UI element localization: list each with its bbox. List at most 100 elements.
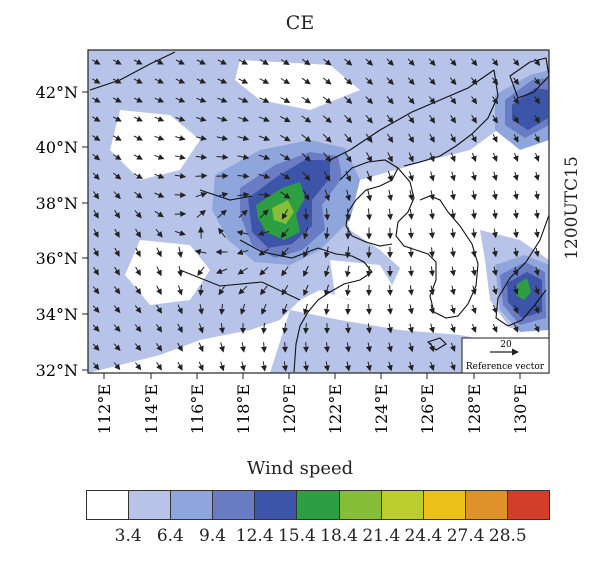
wind-arrow [407, 58, 415, 66]
coastline-bohai [339, 159, 399, 247]
wind-arrow [135, 266, 141, 276]
wind-arrow [258, 135, 271, 141]
wind-arrow [177, 361, 183, 371]
wind-arrow [301, 134, 312, 143]
wind-arrow [428, 361, 435, 372]
wind-arrow [408, 228, 414, 239]
wind-arrow [215, 268, 228, 274]
wind-arrow [133, 191, 143, 199]
wind-arrow [512, 228, 519, 239]
wind-arrow [259, 285, 268, 296]
wind-region-calm [110, 110, 200, 180]
wind-arrow [303, 303, 309, 316]
wind-arrow [512, 285, 519, 295]
wind-arrow [303, 208, 310, 221]
wind-arrow [133, 97, 143, 103]
wind-arrow [470, 228, 477, 239]
wind-arrow [387, 152, 393, 163]
wind-arrow [470, 304, 477, 315]
wind-arrow [386, 58, 394, 66]
wind-arrow [154, 59, 164, 65]
wind-arrow [196, 209, 206, 218]
wind-arrow [513, 115, 519, 124]
wind-arrow [323, 265, 330, 278]
wind-arrow [177, 246, 183, 258]
wind-arrow [240, 303, 246, 315]
wind-arrow [407, 285, 414, 296]
wind-arrow [491, 171, 498, 182]
wind-arrow [366, 152, 372, 163]
wind-arrow [194, 248, 207, 255]
wind-arrow [92, 59, 101, 65]
wind-arrow [428, 77, 436, 86]
wind-arrow [428, 96, 436, 105]
wind-arrow [174, 154, 186, 160]
wind-arrow [238, 97, 249, 103]
wind-arrow [324, 208, 331, 221]
wind-arrow [219, 303, 225, 315]
wind-arrow [512, 266, 519, 277]
longitude-ticks [103, 373, 521, 379]
wind-arrow [512, 133, 519, 143]
wind-arrow [303, 246, 309, 258]
wind-arrow [113, 286, 121, 295]
wind-arrow [259, 59, 269, 65]
chart-title: CE [285, 12, 315, 34]
wind-arrow [302, 342, 309, 353]
wind-arrow [93, 228, 99, 238]
wind-arrow [470, 266, 477, 277]
wind-arrow [366, 304, 372, 315]
wind-arrow [449, 361, 456, 371]
wind-arrow [345, 170, 351, 182]
colorbar-tick-label: 28.5 [488, 526, 527, 546]
wind-arrow [512, 304, 519, 314]
wind-arrow [534, 77, 541, 86]
wind-arrow [322, 115, 332, 124]
wind-arrow [513, 96, 519, 105]
wind-arrow [365, 265, 372, 278]
wind-arrow [512, 323, 519, 333]
wind-arrow [324, 303, 330, 316]
wind-arrow [154, 173, 165, 179]
lat-label-40n: 40°N [36, 138, 78, 157]
wind-arrow [93, 247, 99, 257]
wind-arrow [449, 323, 456, 334]
wind-arrow [449, 247, 456, 258]
wind-arrow [344, 152, 352, 163]
wind-arrow [258, 173, 271, 180]
wind-arrow [449, 342, 456, 352]
lon-label-126e: 126°E [418, 384, 437, 434]
wind-arrow [134, 324, 142, 333]
wind-arrow [512, 247, 519, 258]
wind-arrow [429, 190, 435, 201]
wind-arrow [93, 267, 99, 276]
wind-arrow [198, 342, 204, 353]
wind-arrow [450, 171, 456, 182]
wind-arrow [344, 58, 353, 66]
wind-arrow [236, 229, 249, 236]
wind-arrow [156, 285, 162, 295]
wind-arrow [470, 209, 477, 220]
wind-arrow [281, 208, 289, 220]
wind-arrow [323, 284, 330, 297]
wind-arrow [174, 230, 186, 236]
wind-arrow [154, 210, 164, 218]
wind-arrow [301, 152, 311, 162]
wind-arrow [386, 114, 394, 124]
wind-arrow [407, 247, 414, 258]
wind-arrow [92, 286, 100, 295]
reference-vector-box: 20 Reference vector [461, 337, 550, 374]
wind-arrow [195, 135, 207, 141]
wind-arrow [428, 323, 435, 334]
wind-arrow [513, 77, 520, 86]
wind-arrow [154, 192, 165, 198]
wind-arrow [408, 190, 414, 201]
wind-arrow [198, 284, 204, 296]
wind-arrow [237, 191, 250, 198]
wind-arrow [237, 154, 250, 161]
wind-arrow [261, 303, 267, 315]
wind-arrow [491, 190, 498, 201]
wind-arrow [217, 59, 227, 65]
colorbar-tick-label: 12.4 [235, 526, 274, 546]
wind-arrow [113, 324, 121, 333]
